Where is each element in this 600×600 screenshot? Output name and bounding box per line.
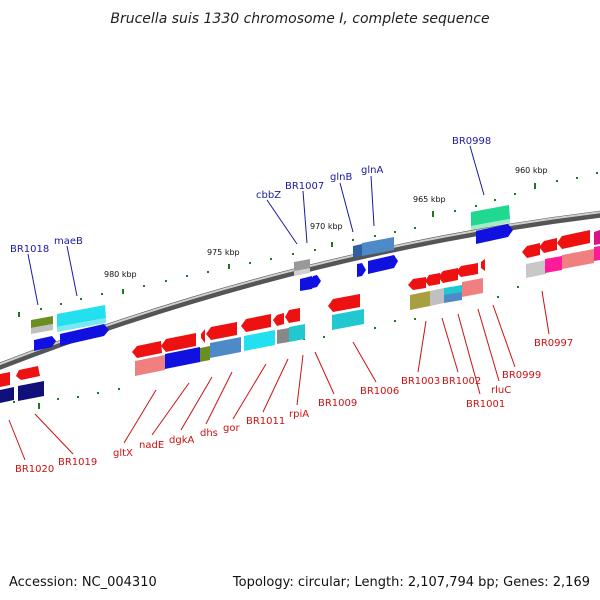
gene-label-br0997[interactable]: BR0997 <box>534 338 573 349</box>
gene-labels-top: BR1018 maeB cbbZ BR1007 glnB glnA BR0998 <box>10 136 491 255</box>
gene-block-br1006-cyan[interactable] <box>332 309 364 330</box>
gene-block-glna[interactable] <box>362 237 394 256</box>
scale-ticks-lower <box>13 286 519 409</box>
map-title: Brucella suis 1330 chromosome I, complet… <box>110 11 489 27</box>
gene-label-br1011[interactable]: BR1011 <box>246 416 285 427</box>
gene-label-br1020[interactable]: BR1020 <box>15 464 54 475</box>
gene-block-gray[interactable] <box>31 324 53 334</box>
gene-labels-bottom: BR1020 BR1019 gltX nadE dgkA dhs gor BR1… <box>15 338 573 475</box>
gene-label-gltx[interactable]: gltX <box>113 448 133 459</box>
gene-label-dgka[interactable]: dgkA <box>169 435 194 446</box>
gene-block-dgka-olive[interactable] <box>200 346 210 362</box>
gene-arrow-cbbz[interactable] <box>300 276 316 291</box>
accession-text: Accession: NC_004310 <box>9 575 157 590</box>
gene-arrow-br0997-b[interactable] <box>539 238 557 253</box>
reverse-strand-genes <box>0 230 600 403</box>
gene-arrow-br1020[interactable] <box>0 372 10 387</box>
gene-arrow-gltx[interactable] <box>132 341 162 358</box>
gene-label-glnb[interactable]: glnB <box>330 172 352 183</box>
gene-label-br1001[interactable]: BR1001 <box>466 399 505 410</box>
gene-arrow-rluc[interactable] <box>456 263 478 277</box>
gene-arrow-br1018[interactable] <box>34 336 56 351</box>
gene-block-glnb[interactable] <box>353 244 362 258</box>
gene-label-br1018[interactable]: BR1018 <box>10 244 49 255</box>
gene-block-br0997-magenta2[interactable] <box>594 246 600 261</box>
scale-ticks-upper <box>18 172 598 317</box>
scale-label-975: 975 kbp <box>207 248 240 257</box>
gene-arrow-br0997-a[interactable] <box>522 243 540 258</box>
topology-summary: Topology: circular; Length: 2,107,794 bp… <box>232 575 590 590</box>
gene-block-br0997-gray[interactable] <box>526 260 546 278</box>
scale-label-970: 970 kbp <box>310 222 343 231</box>
gene-label-cbbz[interactable]: cbbZ <box>256 190 281 201</box>
forward-strand-genes <box>31 205 513 351</box>
gene-arrow-br0997-c[interactable] <box>557 230 590 249</box>
gene-arrow-br1002[interactable] <box>425 273 440 286</box>
scale-label-980: 980 kbp <box>104 270 137 279</box>
scale-label-965: 965 kbp <box>413 195 446 204</box>
gene-block-maeb-cyan[interactable] <box>57 305 106 327</box>
gene-label-br1006[interactable]: BR1006 <box>360 386 399 397</box>
gene-block-rpia-cyan[interactable] <box>289 324 305 342</box>
gene-label-br1002[interactable]: BR1002 <box>442 376 481 387</box>
gene-block-gltx-pink[interactable] <box>135 355 165 376</box>
gene-arrow-dhs[interactable] <box>206 322 237 340</box>
gene-arrow-br0999[interactable] <box>481 259 485 271</box>
gene-label-nade[interactable]: nadE <box>139 440 164 451</box>
scale-label-960: 960 kbp <box>515 166 548 175</box>
gene-arrow-br1019[interactable] <box>16 366 40 380</box>
gene-arrow-glnb[interactable] <box>357 263 366 277</box>
gene-label-gor[interactable]: gor <box>223 423 240 434</box>
gene-block-br1002-gray[interactable] <box>430 288 444 306</box>
gene-arrow-br0997-d[interactable] <box>594 230 600 245</box>
gene-arrow-br1011[interactable] <box>273 313 284 326</box>
gene-block-br0997-magenta[interactable] <box>545 256 562 273</box>
gene-block-br1020-navy[interactable] <box>0 387 14 403</box>
gene-arrow-rpia[interactable] <box>285 308 300 323</box>
gene-arrow-maeb[interactable] <box>60 324 109 346</box>
gene-block-rluc-pink[interactable] <box>462 278 483 297</box>
gene-label-br1003[interactable]: BR1003 <box>401 376 440 387</box>
gene-block-nade-blue[interactable] <box>165 347 200 369</box>
gene-arrow-small-1[interactable] <box>201 329 205 343</box>
gene-arrow-br1006[interactable] <box>328 294 360 312</box>
gene-block-br1001-steel[interactable] <box>444 292 462 303</box>
gene-label-maeb[interactable]: maeB <box>54 236 83 247</box>
gene-label-br1019[interactable]: BR1019 <box>58 457 97 468</box>
gene-block-br0998-2[interactable] <box>471 219 510 230</box>
gene-block-br0997-pink[interactable] <box>562 249 594 269</box>
gene-block-cbbz-gray[interactable] <box>294 259 310 271</box>
gene-label-br0998[interactable]: BR0998 <box>452 136 491 147</box>
gene-label-rluc[interactable]: rluC <box>491 385 511 396</box>
gene-block-br1003-olive[interactable] <box>410 291 430 310</box>
gene-arrow-gor[interactable] <box>241 314 271 332</box>
gene-label-glna[interactable]: glnA <box>361 165 383 176</box>
gene-arrow-br1001[interactable] <box>438 268 458 283</box>
gene-label-dhs[interactable]: dhs <box>200 428 218 439</box>
gene-label-br1009[interactable]: BR1009 <box>318 398 357 409</box>
gene-arrow-nade[interactable] <box>161 333 196 352</box>
gene-arrow-glna[interactable] <box>368 255 398 274</box>
gene-arrow-br1003[interactable] <box>408 277 426 290</box>
gene-block-dhs-steel[interactable] <box>210 337 241 358</box>
gene-block-br1011-gray[interactable] <box>277 328 289 344</box>
gene-label-br0999[interactable]: BR0999 <box>502 370 541 381</box>
leader-lines-bottom <box>8 290 550 461</box>
gene-block-maeb-cyan2[interactable] <box>57 318 106 332</box>
gene-arrow-br1007[interactable] <box>313 275 321 288</box>
gene-block-cbbz-gray2[interactable] <box>294 268 310 276</box>
leader-lines-top <box>27 145 485 306</box>
gene-block-br1019-navy[interactable] <box>18 381 44 401</box>
gene-arrow-br0998[interactable] <box>476 224 513 244</box>
gene-label-br1007[interactable]: BR1007 <box>285 181 324 192</box>
gene-label-rpia[interactable]: rpiA <box>289 409 309 420</box>
gene-block-gor-cyan[interactable] <box>244 330 275 351</box>
